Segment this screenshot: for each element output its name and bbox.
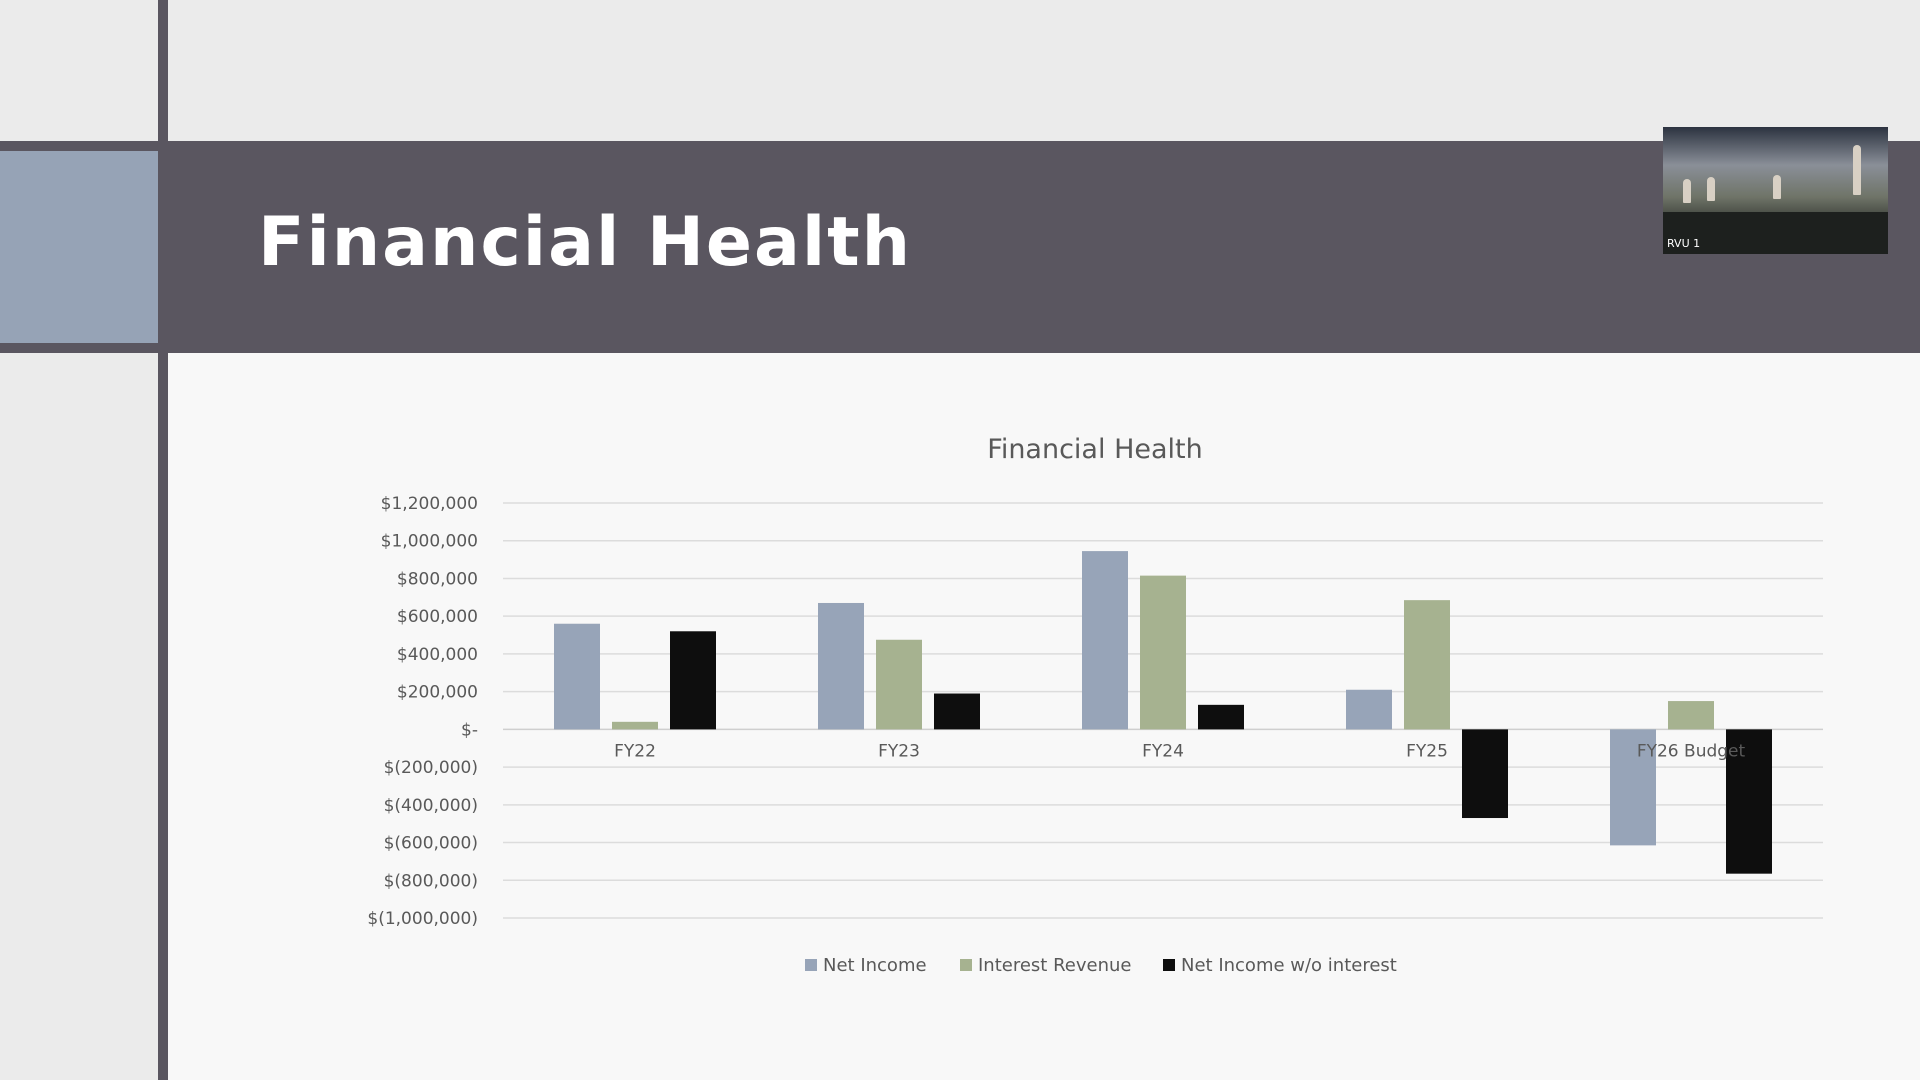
bar bbox=[612, 721, 658, 730]
bar bbox=[818, 602, 864, 730]
bar bbox=[1198, 704, 1244, 730]
bar bbox=[934, 693, 980, 730]
bar bbox=[1346, 689, 1392, 730]
x-tick-label: FY24 bbox=[1142, 741, 1184, 761]
x-tick-label: FY22 bbox=[614, 741, 656, 761]
bar bbox=[554, 623, 600, 730]
legend-label: Net Income bbox=[823, 955, 927, 976]
y-tick-label: $- bbox=[461, 720, 478, 740]
y-tick-label: $600,000 bbox=[397, 607, 478, 627]
y-tick-label: $(800,000) bbox=[384, 871, 478, 891]
bar bbox=[1668, 701, 1714, 730]
chart-legend: Net Income Interest Revenue Net Income w/o… bbox=[805, 955, 1397, 976]
bar bbox=[1610, 729, 1656, 846]
bar bbox=[670, 631, 716, 730]
y-tick-label: $400,000 bbox=[397, 645, 478, 665]
slide-top-area bbox=[168, 0, 1920, 141]
y-tick-label: $1,200,000 bbox=[381, 494, 478, 514]
accent-block bbox=[0, 151, 158, 343]
vertical-divider bbox=[158, 0, 168, 1080]
video-person bbox=[1773, 175, 1781, 199]
y-tick-label: $200,000 bbox=[397, 683, 478, 703]
bar bbox=[1462, 729, 1508, 819]
bar bbox=[876, 639, 922, 730]
legend-label: Interest Revenue bbox=[978, 955, 1131, 976]
video-person bbox=[1707, 177, 1715, 201]
video-person bbox=[1853, 145, 1861, 195]
legend-swatch bbox=[1163, 959, 1175, 971]
video-thumbnail[interactable]: RVU 1 bbox=[1663, 127, 1888, 254]
video-label: RVU 1 bbox=[1667, 237, 1701, 250]
video-stage bbox=[1663, 212, 1888, 254]
bar bbox=[1082, 551, 1128, 730]
video-person bbox=[1683, 179, 1691, 203]
legend-label: Net Income w/o interest bbox=[1181, 955, 1397, 976]
x-tick-label: FY25 bbox=[1406, 741, 1448, 761]
x-tick-label: FY23 bbox=[878, 741, 920, 761]
y-tick-label: $(200,000) bbox=[384, 758, 478, 778]
chart-x-axis: FY22 FY23 FY24 FY25 FY26 Budget bbox=[614, 741, 1745, 761]
slide-title: Financial Health bbox=[258, 203, 913, 282]
y-tick-label: $(600,000) bbox=[384, 834, 478, 854]
slide-content-area bbox=[168, 353, 1920, 1080]
legend-swatch bbox=[960, 959, 972, 971]
y-tick-label: $(1,000,000) bbox=[367, 909, 478, 929]
chart-bars bbox=[554, 551, 1772, 874]
legend-swatch bbox=[805, 959, 817, 971]
y-tick-label: $800,000 bbox=[397, 569, 478, 589]
left-strip-bottom bbox=[0, 353, 158, 1080]
y-tick-label: $1,000,000 bbox=[381, 532, 478, 552]
title-band bbox=[168, 141, 1920, 353]
bar bbox=[1726, 729, 1772, 874]
chart-y-axis: $1,200,000 $1,000,000 $800,000 $600,000 $400… bbox=[367, 494, 478, 929]
y-tick-label: $(400,000) bbox=[384, 796, 478, 816]
left-strip-top bbox=[0, 0, 158, 141]
horizontal-divider-bottom bbox=[0, 343, 168, 353]
horizontal-divider-top bbox=[0, 141, 168, 151]
bar bbox=[1140, 575, 1186, 730]
x-tick-label: FY26 Budget bbox=[1637, 741, 1746, 761]
bar bbox=[1404, 600, 1450, 730]
chart-title: Financial Health bbox=[987, 434, 1202, 465]
